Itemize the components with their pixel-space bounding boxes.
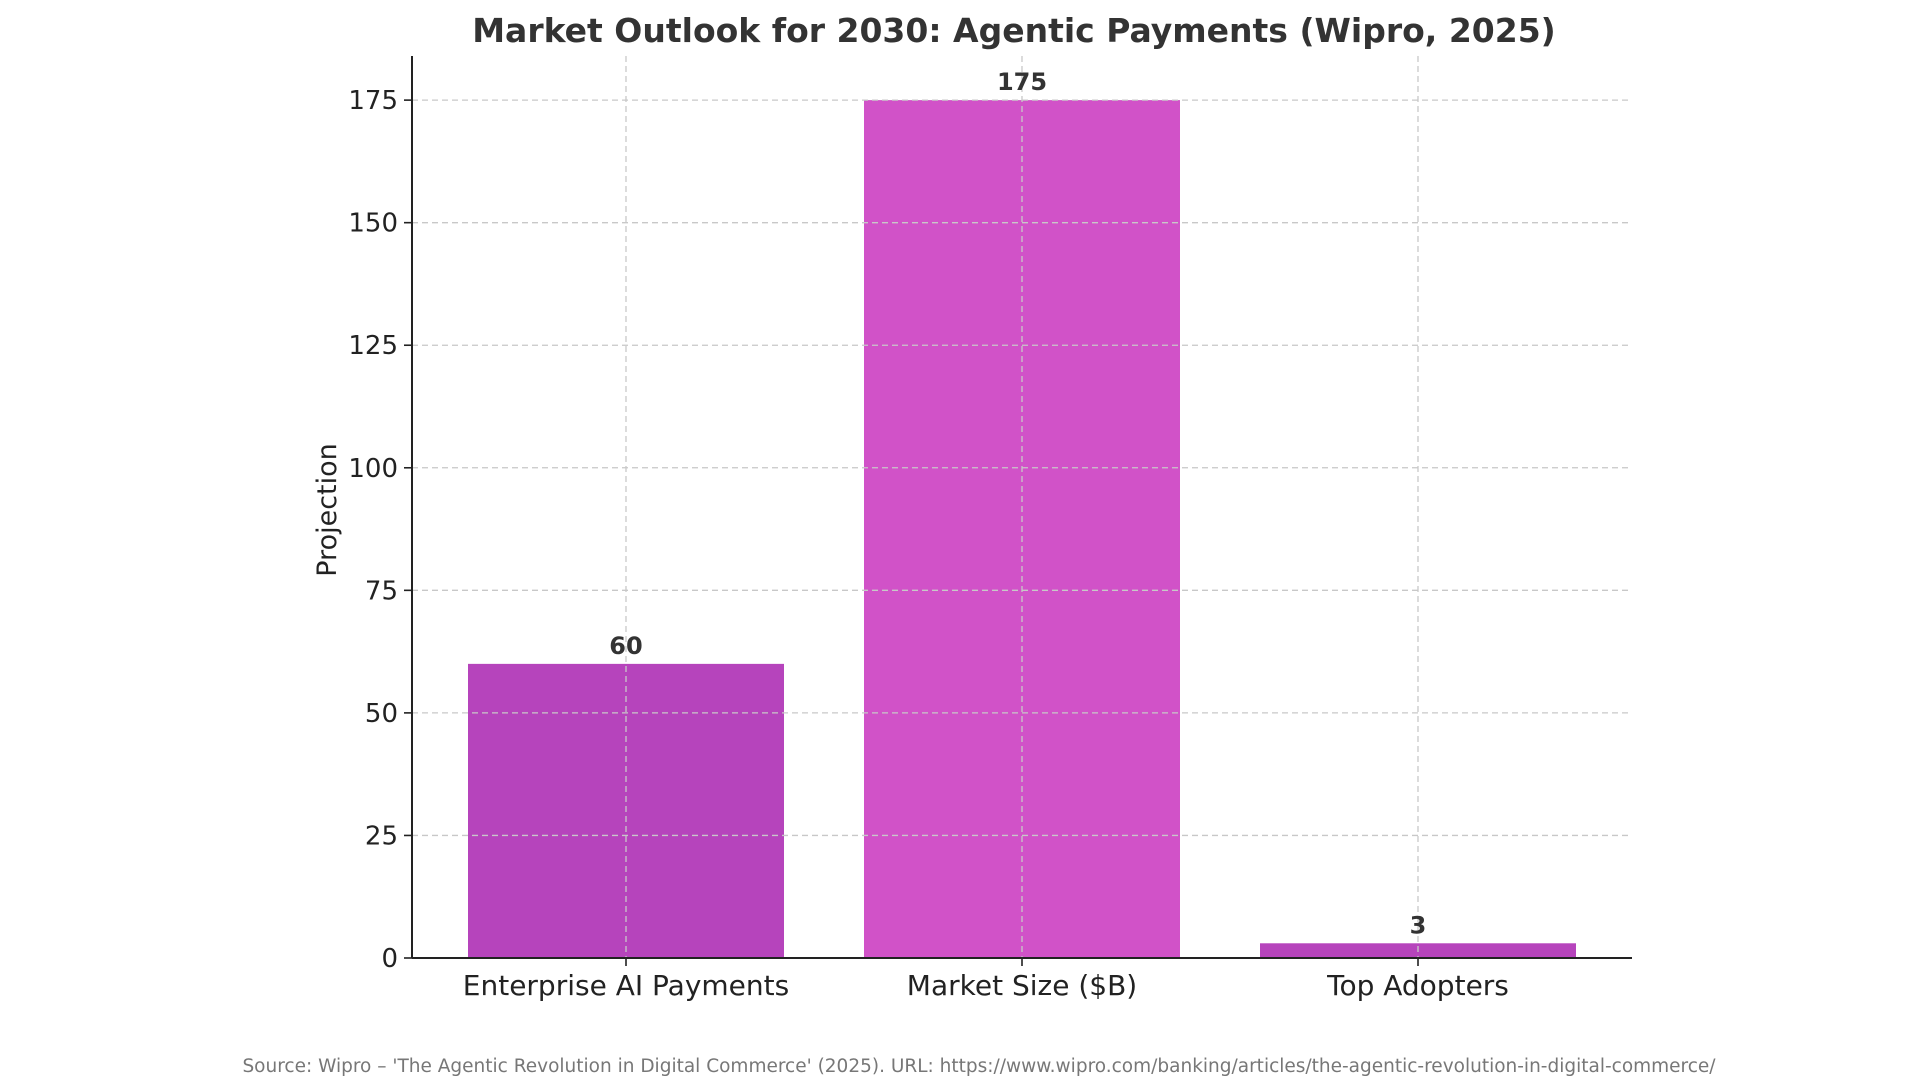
y-axis-label: Projection	[312, 443, 343, 577]
grid-layer	[412, 56, 1632, 959]
y-tick-label: 75	[365, 576, 398, 606]
x-category-layer: Enterprise AI Payments Market Size ($B) To…	[463, 958, 1509, 1002]
chart-title: Market Outlook for 2030: Agentic Payment…	[472, 11, 1556, 50]
y-tick-label: 0	[381, 944, 398, 974]
bar-value-label: 3	[1410, 911, 1427, 939]
x-category-label: Enterprise AI Payments	[463, 969, 789, 1002]
y-tick-label: 175	[348, 86, 398, 116]
bar-value-label: 60	[609, 632, 642, 660]
y-tick-label: 125	[348, 331, 398, 361]
y-tick-label: 25	[365, 821, 398, 851]
source-note: Source: Wipro – 'The Agentic Revolution …	[242, 1056, 1716, 1077]
y-tick-label: 150	[348, 209, 398, 239]
bar-value-label: 175	[997, 68, 1047, 96]
value-label-layer: 60 175 3	[609, 68, 1426, 939]
x-category-label: Market Size ($B)	[907, 969, 1137, 1002]
y-tick-layer: 0 25 50 75 100 125 150 175	[348, 86, 412, 974]
y-tick-label: 100	[348, 454, 398, 484]
y-tick-label: 50	[365, 699, 398, 729]
x-category-label: Top Adopters	[1326, 969, 1509, 1002]
